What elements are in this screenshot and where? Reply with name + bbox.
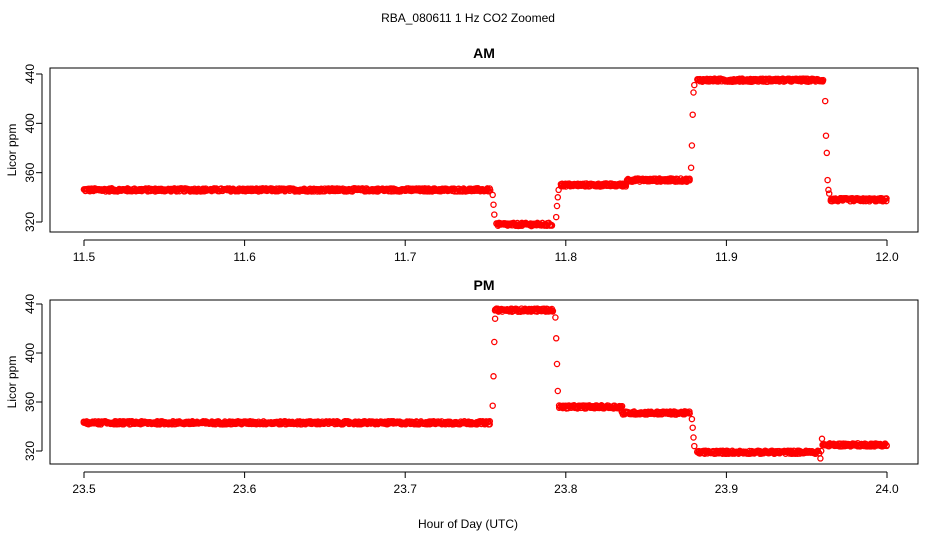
data-point [822,132,830,139]
data-point [824,176,831,184]
chart-panel-am: AM Licor ppm 11.5 11.6 11.7 11.8 11.9 12.0 320 36… [5,45,919,264]
data-point [555,186,562,194]
x-tick-label: 11.7 [394,250,417,264]
data-point [691,81,698,89]
y-tick-label: 320 [23,441,37,461]
x-tick-label: 23.5 [72,482,96,496]
data-point [690,434,697,441]
x-tick-label: 23.7 [394,482,418,496]
y-axis-label: Licor ppm [5,356,19,409]
y-tick-label: 360 [23,162,37,182]
data-point [823,149,831,157]
data-series [80,305,890,462]
data-point [817,455,824,462]
data-point [486,186,494,194]
y-axis-label: Licor ppm [5,124,19,177]
x-tick-label: 11.9 [715,250,738,264]
data-point [554,194,562,201]
data-point [821,97,829,105]
x-tick-label: 24.0 [875,482,899,496]
data-point [689,424,696,431]
y-tick-label: 400 [23,343,37,363]
data-point [686,177,693,184]
y-tick-label: 440 [23,64,37,84]
data-point [883,197,890,205]
x-tick-label: 23.6 [233,482,257,496]
x-axis-label: Hour of Day (UTC) [418,517,518,531]
y-tick-label: 320 [23,212,37,232]
data-point [883,195,890,202]
x-tick-label: 11.8 [555,250,578,264]
x-tick-label: 12.0 [875,250,899,264]
plot-frame [49,67,919,233]
data-point [548,222,556,229]
data-point [552,213,560,221]
data-point [553,360,561,368]
data-point [691,442,698,450]
data-point [489,191,496,199]
data-point [688,415,696,423]
data-point [825,186,832,194]
data-point [491,338,498,346]
data-point [489,402,496,409]
data-point [817,447,825,455]
data-point [689,111,696,118]
data-point [818,435,826,443]
data-point [690,89,697,96]
plot-frame [49,299,919,465]
data-point [687,164,695,171]
data-point [486,418,494,425]
x-tick-label: 11.6 [233,250,256,264]
x-tick-label: 23.8 [554,482,578,496]
data-point [490,373,497,380]
x-tick-label: 11.5 [73,250,96,264]
data-point [490,201,497,208]
figure-title: RBA_080611 1 Hz CO2 Zoomed [381,11,555,25]
y-tick-label: 400 [23,113,37,133]
data-point [825,190,833,197]
data-series [80,75,890,230]
data-point [819,76,827,84]
data-point [549,308,556,315]
x-tick-label: 23.9 [715,482,739,496]
data-point [491,315,499,322]
data-point [486,421,493,428]
chart-panel-pm: PM Licor ppm 23.5 23.6 23.7 23.8 23.9 24.0 320 36… [5,277,919,496]
data-point [686,408,693,415]
data-point [552,335,560,342]
panel-title: PM [474,277,495,293]
data-point [688,142,696,149]
y-tick-label: 440 [23,294,37,314]
data-point [491,211,498,218]
y-tick-label: 360 [23,392,37,412]
data-point [553,202,561,210]
data-point [883,442,890,449]
panel-title: AM [473,45,495,61]
data-point [554,387,562,395]
data-point [552,314,559,321]
